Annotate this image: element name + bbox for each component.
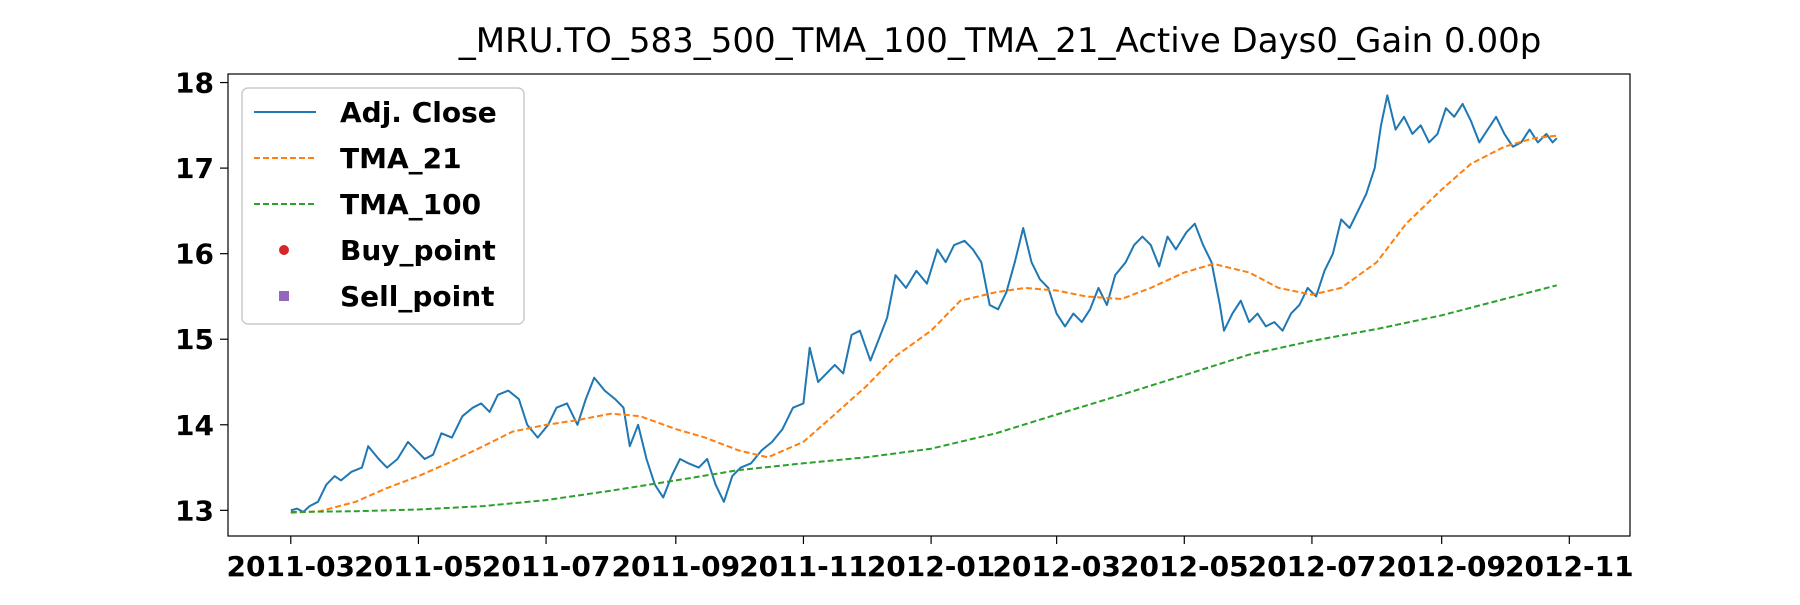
x-tick-label: 2012-11: [1505, 550, 1634, 583]
buy-point-legend-label: Buy_point: [340, 234, 496, 267]
y-tick-label: 15: [175, 323, 214, 356]
tma-21-line: [290, 134, 1557, 514]
axes: 13 14 15 16 17 18 2011-03 2011-05 2011-07 2011-09…: [175, 67, 1634, 583]
x-tick-label: 2011-11: [739, 550, 868, 583]
x-tick-label: 2012-05: [1120, 550, 1249, 583]
x-tick-label: 2011-09: [612, 550, 741, 583]
plot-area: [290, 94, 1558, 514]
x-tick-label: 2011-03: [227, 550, 356, 583]
x-tick-label: 2012-01: [867, 550, 996, 583]
y-tick-label: 16: [175, 238, 214, 271]
tma-100-line: [290, 284, 1558, 513]
adj-close-line: [290, 94, 1558, 513]
x-tick-label: 2012-03: [992, 550, 1121, 583]
buy-point-legend-swatch: [279, 245, 289, 255]
x-tick-label: 2011-07: [482, 550, 611, 583]
sell-point-legend-swatch: [279, 291, 289, 301]
sell-point-legend-label: Sell_point: [340, 280, 495, 313]
tma-100-legend-label: TMA_100: [340, 188, 481, 221]
y-tick-label: 18: [175, 67, 214, 100]
chart-title: _MRU.TO_583_500_TMA_100_TMA_21_Active Da…: [458, 21, 1542, 61]
x-tick-label: 2012-07: [1248, 550, 1377, 583]
x-tick-label: 2012-09: [1377, 550, 1506, 583]
tma-21-legend-label: TMA_21: [340, 142, 462, 175]
plot-frame: [227, 73, 1631, 537]
y-tick-label: 17: [175, 152, 214, 185]
adj-close-legend-label: Adj. Close: [340, 96, 497, 129]
x-tick-label: 2011-05: [354, 550, 483, 583]
y-tick-label: 13: [175, 494, 214, 527]
legend-box: [241, 87, 525, 325]
legend: Adj. Close TMA_21 TMA_100 Buy_point Sell_poi…: [241, 87, 525, 325]
y-tick-label: 14: [175, 409, 214, 442]
